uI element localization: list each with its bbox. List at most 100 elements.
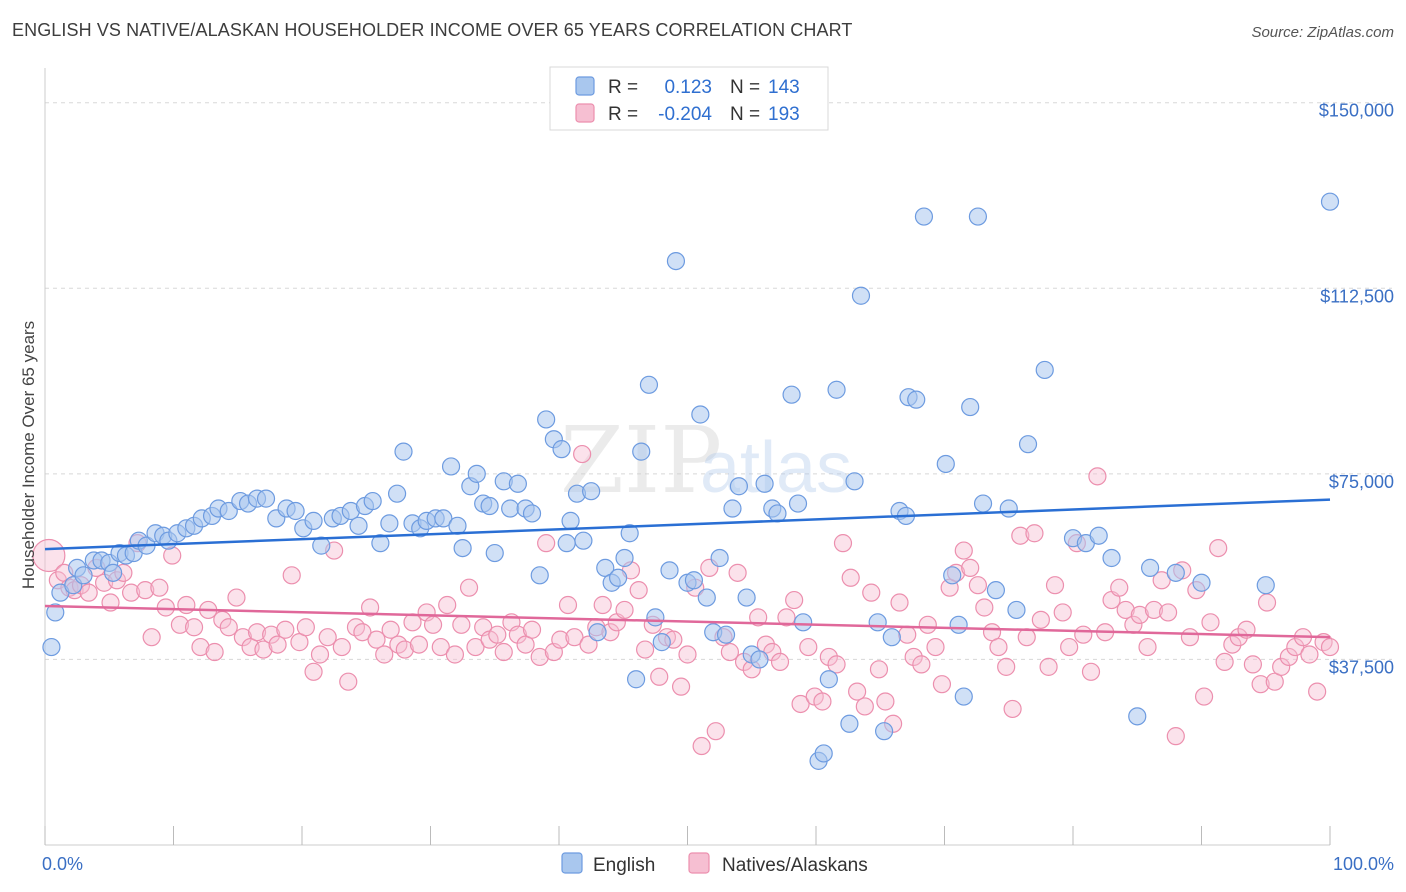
- english-point: [907, 390, 926, 409]
- english-point: [750, 650, 769, 669]
- english-point: [626, 670, 646, 689]
- native-point: [1152, 571, 1171, 590]
- native-point: [749, 608, 768, 627]
- native-point: [508, 625, 527, 644]
- native-point: [579, 635, 598, 654]
- y-tick-labels: $150,000 $112,500 $75,000 $37,500: [1319, 101, 1394, 678]
- bottom-legend-native-label: Natives/Alaskans: [722, 855, 868, 876]
- watermark-atlas: atlas: [700, 428, 852, 508]
- y-tick-label-1: $112,500: [1320, 286, 1394, 306]
- native-point: [791, 694, 810, 714]
- native-point: [247, 623, 267, 642]
- native-point: [494, 642, 513, 662]
- english-point: [1102, 548, 1121, 568]
- english-point: [485, 543, 504, 563]
- bottom-legend-native-swatch: [688, 852, 710, 874]
- english-point: [788, 494, 808, 513]
- bottom-legend: English Natives/Alaskans: [561, 852, 868, 876]
- native-point: [361, 598, 380, 617]
- native-point: [1158, 603, 1178, 622]
- english-point: [1166, 563, 1185, 582]
- native-point: [692, 736, 711, 756]
- native-point: [1223, 635, 1242, 654]
- native-point: [1060, 637, 1079, 657]
- bottom-legend-english-swatch: [561, 852, 583, 874]
- native-point: [177, 595, 196, 615]
- native-point: [375, 645, 394, 664]
- english-point: [684, 571, 704, 590]
- series-native-points: [32, 444, 1340, 756]
- native-point: [1279, 647, 1298, 667]
- native-point: [968, 576, 988, 595]
- native-point: [841, 568, 860, 587]
- english-point: [46, 603, 65, 622]
- native-point: [121, 583, 141, 602]
- native-point: [466, 637, 485, 657]
- english-point: [304, 511, 323, 530]
- native-point: [926, 637, 945, 657]
- english-point: [827, 380, 846, 399]
- grid: [45, 102, 1392, 660]
- native-point: [1300, 645, 1319, 664]
- native-point: [932, 675, 952, 694]
- english-point: [557, 534, 576, 553]
- english-point: [954, 687, 973, 706]
- english-point: [1007, 600, 1026, 620]
- bottom-legend-english-label: English: [593, 855, 655, 876]
- native-point: [367, 630, 386, 649]
- native-point: [136, 581, 155, 600]
- native-point: [799, 637, 818, 657]
- native-point: [1201, 613, 1220, 632]
- native-point: [282, 566, 301, 585]
- english-point: [441, 457, 461, 476]
- native-point: [720, 642, 740, 662]
- native-point: [332, 637, 351, 657]
- english-point: [652, 633, 671, 652]
- native-point: [1039, 657, 1058, 676]
- native-point: [219, 618, 238, 637]
- english-point: [1192, 573, 1211, 592]
- english-point: [691, 405, 710, 424]
- legend-native-r-value: -0.204: [658, 104, 712, 125]
- english-point: [609, 568, 628, 587]
- english-point: [1035, 360, 1054, 380]
- english-point: [434, 509, 453, 528]
- native-point: [1130, 605, 1149, 625]
- native-point: [1110, 578, 1129, 597]
- native-point: [1215, 652, 1234, 672]
- english-point: [74, 566, 93, 585]
- native-point: [855, 697, 874, 716]
- english-point: [845, 472, 864, 491]
- legend-native-swatch: [575, 103, 595, 123]
- english-point: [349, 516, 368, 535]
- legend-english-r-label: R =: [608, 77, 638, 98]
- native-point: [1180, 628, 1200, 647]
- legend-native-n-label: N =: [730, 104, 760, 125]
- native-point: [635, 640, 655, 659]
- legend-english-swatch: [575, 76, 595, 96]
- english-point: [814, 744, 833, 763]
- english-point: [819, 670, 838, 689]
- english-point: [936, 454, 955, 474]
- native-point: [678, 645, 697, 664]
- native-point: [912, 655, 931, 674]
- native-point: [1286, 637, 1305, 657]
- native-point: [191, 637, 210, 657]
- english-point: [840, 714, 859, 733]
- source-credit: Source: ZipAtlas.com: [1251, 24, 1394, 41]
- watermark: ZIP atlas: [560, 407, 852, 514]
- native-point: [728, 563, 747, 582]
- native-point: [876, 692, 895, 711]
- native-point: [537, 534, 556, 553]
- native-point: [1243, 655, 1263, 674]
- axes: [44, 68, 1331, 846]
- native-point: [268, 635, 287, 654]
- native-point: [163, 546, 182, 565]
- native-point: [1025, 524, 1044, 543]
- legend-native-r-label: R =: [608, 104, 638, 125]
- native-point: [431, 637, 450, 657]
- native-point: [522, 620, 542, 639]
- native-point: [777, 608, 796, 627]
- native-point: [954, 541, 973, 560]
- native-point: [79, 583, 98, 602]
